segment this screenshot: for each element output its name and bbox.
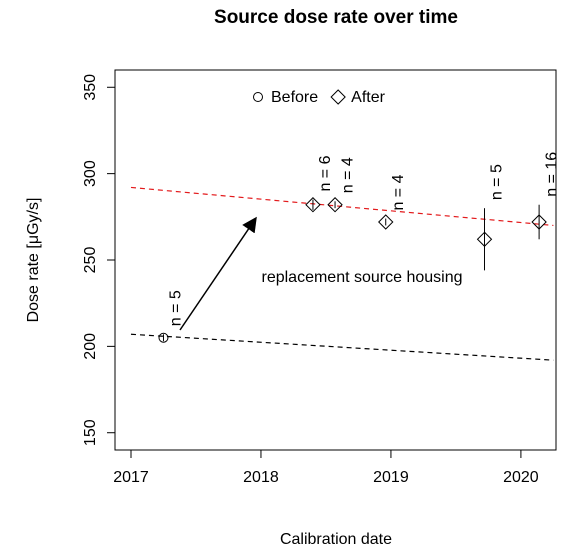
point [378, 214, 394, 230]
value-label: n = 16 [543, 152, 560, 197]
x-tick-label: 2017 [113, 469, 149, 486]
x-axis-title: Calibration date [280, 531, 392, 548]
value-label: n = 5 [489, 164, 506, 200]
point [158, 332, 169, 343]
value-label: n = 5 [168, 290, 185, 326]
point [476, 231, 493, 247]
y-tick-label: 250 [82, 247, 99, 274]
trend-line [130, 186, 554, 227]
point [531, 214, 547, 230]
point [305, 197, 321, 213]
y-tick-label: 200 [82, 333, 99, 360]
legend-marker [330, 89, 346, 105]
y-axis-title: Dose rate [μGy/s] [25, 198, 42, 323]
y-tick-label: 300 [82, 160, 99, 187]
legend-marker [253, 92, 263, 102]
y-tick-label: 350 [82, 74, 99, 101]
point [327, 197, 343, 213]
arrow [179, 216, 257, 331]
value-label: n = 4 [390, 174, 407, 210]
annotation: replacement source housing [261, 269, 462, 286]
plot-box [114, 69, 557, 451]
x-tick-label: 2019 [373, 469, 409, 486]
value-label: n = 6 [317, 155, 334, 191]
chart-title: Source dose rate over time [214, 7, 458, 28]
legend-label: After [351, 89, 385, 106]
x-tick-label: 2020 [503, 469, 539, 486]
value-label: n = 4 [339, 157, 356, 193]
y-tick-label: 150 [82, 419, 99, 446]
legend-label: Before [271, 89, 318, 106]
x-tick-label: 2018 [243, 469, 279, 486]
trend-line [130, 333, 554, 361]
